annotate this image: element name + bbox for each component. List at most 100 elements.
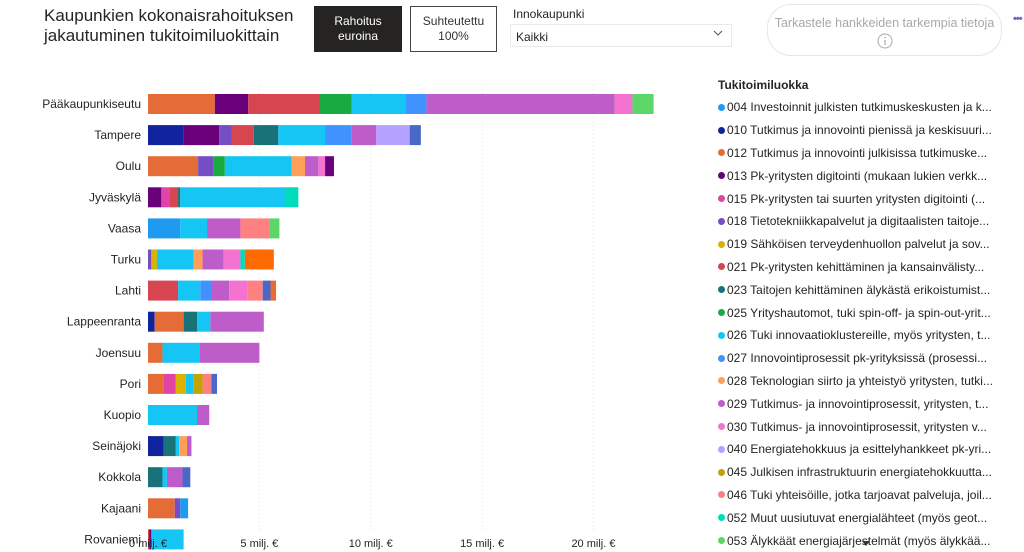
bar-segment[interactable]	[163, 436, 176, 457]
bar-segment[interactable]	[244, 249, 274, 270]
bar-segment[interactable]	[240, 218, 270, 239]
legend-item[interactable]: 045 Julkisen infrastruktuurin energiateh…	[718, 461, 1018, 484]
legend-item[interactable]: 028 Teknologian siirto ja yhteistyö yrit…	[718, 370, 1018, 393]
bar-segment[interactable]	[175, 373, 186, 394]
bar-segment[interactable]	[319, 94, 352, 114]
bar-segment[interactable]	[149, 529, 152, 550]
bar-segment[interactable]	[154, 311, 184, 332]
bar-segment[interactable]	[247, 280, 263, 301]
bar-segment[interactable]	[351, 94, 406, 114]
bar-segment[interactable]	[248, 94, 320, 114]
bar-segment[interactable]	[175, 436, 180, 457]
bar-segment[interactable]	[148, 94, 215, 114]
bar-segment[interactable]	[197, 405, 210, 425]
bar-segment[interactable]	[614, 94, 633, 114]
bar-segment[interactable]	[148, 156, 199, 177]
bar-segment[interactable]	[148, 280, 179, 301]
bar-segment[interactable]	[148, 498, 175, 519]
bar-segment[interactable]	[223, 249, 241, 270]
bar-segment[interactable]	[180, 187, 285, 208]
bar-segment[interactable]	[211, 373, 218, 394]
bar-segment[interactable]	[151, 529, 184, 550]
bar-segment[interactable]	[351, 125, 377, 146]
bar-segment[interactable]	[161, 187, 170, 208]
bar-segment[interactable]	[211, 280, 230, 301]
bar-segment[interactable]	[148, 373, 164, 394]
legend-item[interactable]: 018 Tietotekniikkapalvelut ja digitaalis…	[718, 210, 1018, 233]
bar-segment[interactable]	[198, 156, 214, 177]
bar-segment[interactable]	[207, 218, 241, 239]
bar-segment[interactable]	[183, 311, 197, 332]
bar-segment[interactable]	[162, 467, 167, 488]
bar-segment[interactable]	[179, 436, 187, 457]
bar-segment[interactable]	[278, 125, 326, 146]
legend-item[interactable]: 046 Tuki yhteisöille, jotka tarjoavat pa…	[718, 484, 1018, 507]
legend-item[interactable]: 015 Pk-yritysten tai suurten yritysten d…	[718, 187, 1018, 210]
city-slicer-dropdown[interactable]: Kaikki	[510, 24, 732, 47]
bar-segment[interactable]	[156, 249, 194, 270]
bar-segment[interactable]	[405, 94, 427, 114]
bar-segment[interactable]	[148, 467, 163, 488]
bar-segment[interactable]	[291, 156, 306, 177]
legend-item[interactable]: 023 Taitojen kehittäminen älykästä eriko…	[718, 278, 1018, 301]
bar-segment[interactable]	[269, 218, 280, 239]
bar-segment[interactable]	[270, 280, 277, 301]
bar-segment[interactable]	[178, 280, 201, 301]
bar-segment[interactable]	[213, 156, 225, 177]
bar-segment[interactable]	[224, 156, 292, 177]
legend-item[interactable]: 027 Innovointiprosessit pk-yrityksissä (…	[718, 347, 1018, 370]
legend-item[interactable]: 021 Pk-yritysten kehittäminen ja kansain…	[718, 256, 1018, 279]
bar-segment[interactable]	[193, 249, 203, 270]
legend-item[interactable]: 030 Tutkimus- ja innovointiprosessit, yr…	[718, 415, 1018, 438]
bar-segment[interactable]	[426, 94, 615, 114]
bar-segment[interactable]	[148, 311, 155, 332]
bar-segment[interactable]	[632, 94, 654, 114]
bar-segment[interactable]	[151, 249, 157, 270]
more-options-icon[interactable]: •••	[1013, 13, 1023, 25]
bar-segment[interactable]	[409, 125, 421, 146]
bar-segment[interactable]	[186, 436, 192, 457]
bar-segment[interactable]	[240, 249, 245, 270]
bar-segment[interactable]	[174, 498, 181, 519]
bar-segment[interactable]	[148, 529, 150, 550]
bar-segment[interactable]	[325, 125, 352, 146]
bar-segment[interactable]	[148, 342, 163, 363]
bar-segment[interactable]	[163, 373, 176, 394]
bar-segment[interactable]	[162, 342, 200, 363]
bar-segment[interactable]	[210, 311, 264, 332]
bar-segment[interactable]	[197, 311, 211, 332]
bar-segment[interactable]	[214, 94, 249, 114]
bar-segment[interactable]	[148, 218, 181, 239]
bar-segment[interactable]	[148, 125, 184, 146]
legend-item[interactable]: 052 Muut uusiutuvat energialähteet (myös…	[718, 506, 1018, 529]
bar-segment[interactable]	[200, 280, 212, 301]
bar-segment[interactable]	[185, 373, 194, 394]
project-details-button[interactable]: Tarkastele hankkeiden tarkempia tietoja	[767, 4, 1002, 56]
bar-segment[interactable]	[148, 249, 152, 270]
bar-segment[interactable]	[180, 498, 189, 519]
legend-scroll-down-icon[interactable]	[862, 541, 870, 546]
bar-segment[interactable]	[182, 467, 191, 488]
bar-segment[interactable]	[166, 467, 183, 488]
legend-item[interactable]: 004 Investoinnit julkisten tutkimuskesku…	[718, 96, 1018, 119]
bar-segment[interactable]	[284, 187, 299, 208]
bar-segment[interactable]	[253, 125, 279, 146]
legend-item[interactable]: 019 Sähköisen terveydenhuollon palvelut …	[718, 233, 1018, 256]
legend-item[interactable]: 025 Yrityshautomot, tuki spin-off- ja sp…	[718, 301, 1018, 324]
bar-segment[interactable]	[148, 405, 197, 425]
percent-view-button[interactable]: Suhteutettu 100%	[410, 6, 497, 52]
bar-segment[interactable]	[148, 187, 162, 208]
bar-segment[interactable]	[376, 125, 410, 146]
bar-segment[interactable]	[262, 280, 271, 301]
legend-item[interactable]: 026 Tuki innovaatioklustereille, myös yr…	[718, 324, 1018, 347]
bar-segment[interactable]	[202, 373, 212, 394]
legend-item[interactable]: 029 Tutkimus- ja innovointiprosessit, yr…	[718, 392, 1018, 415]
legend-item[interactable]: 013 Pk-yritysten digitointi (mukaan luki…	[718, 164, 1018, 187]
legend-item[interactable]: 010 Tutkimus ja innovointi pienissä ja k…	[718, 119, 1018, 142]
bar-segment[interactable]	[148, 436, 164, 457]
bar-segment[interactable]	[202, 249, 224, 270]
bar-segment[interactable]	[169, 187, 179, 208]
bar-segment[interactable]	[180, 218, 208, 239]
bar-segment[interactable]	[325, 156, 334, 177]
bar-segment[interactable]	[199, 342, 260, 363]
